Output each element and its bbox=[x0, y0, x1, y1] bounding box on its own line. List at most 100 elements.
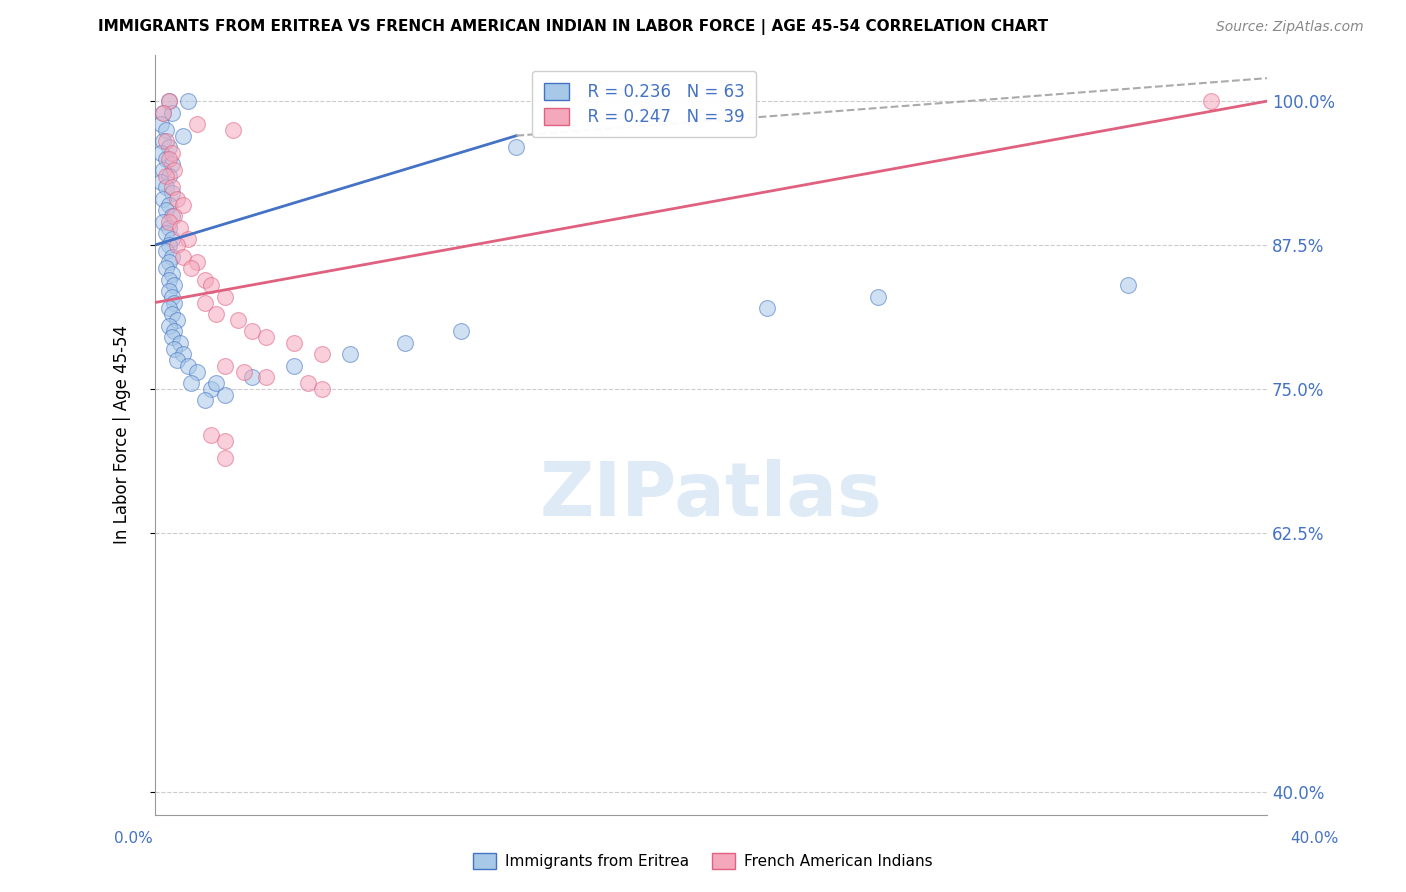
Point bbox=[152, 163, 174, 178]
Point bbox=[155, 135, 177, 149]
Point bbox=[157, 152, 180, 166]
Point bbox=[160, 209, 183, 223]
Y-axis label: In Labor Force | Age 45-54: In Labor Force | Age 45-54 bbox=[114, 326, 131, 544]
Point bbox=[172, 347, 194, 361]
Point bbox=[157, 140, 180, 154]
Point bbox=[160, 232, 183, 246]
Point bbox=[339, 347, 361, 361]
Point bbox=[394, 335, 416, 350]
Point bbox=[160, 157, 183, 171]
Point bbox=[160, 290, 183, 304]
Point bbox=[169, 335, 191, 350]
Point bbox=[177, 359, 200, 373]
Point bbox=[505, 140, 527, 154]
Point bbox=[311, 347, 333, 361]
Text: ZIPatlas: ZIPatlas bbox=[540, 459, 883, 533]
Text: Source: ZipAtlas.com: Source: ZipAtlas.com bbox=[1216, 21, 1364, 34]
Point bbox=[180, 260, 202, 275]
Point bbox=[163, 324, 186, 338]
Point bbox=[157, 301, 180, 316]
Point bbox=[166, 192, 188, 206]
Legend:   R = 0.236   N = 63,   R = 0.247   N = 39: R = 0.236 N = 63, R = 0.247 N = 39 bbox=[531, 71, 756, 137]
Point bbox=[157, 169, 180, 183]
Point bbox=[311, 382, 333, 396]
Point bbox=[157, 318, 180, 333]
Point bbox=[254, 330, 277, 344]
Text: 0.0%: 0.0% bbox=[114, 831, 153, 846]
Point bbox=[205, 307, 228, 321]
Point bbox=[866, 290, 889, 304]
Point bbox=[240, 324, 263, 338]
Point bbox=[200, 382, 222, 396]
Point bbox=[155, 244, 177, 258]
Point bbox=[186, 117, 208, 131]
Point bbox=[205, 376, 228, 390]
Point bbox=[157, 198, 180, 212]
Point bbox=[214, 290, 236, 304]
Point bbox=[194, 393, 217, 408]
Point bbox=[172, 250, 194, 264]
Text: IMMIGRANTS FROM ERITREA VS FRENCH AMERICAN INDIAN IN LABOR FORCE | AGE 45-54 COR: IMMIGRANTS FROM ERITREA VS FRENCH AMERIC… bbox=[98, 20, 1049, 35]
Point bbox=[283, 359, 305, 373]
Point bbox=[177, 232, 200, 246]
Point bbox=[152, 105, 174, 120]
Point bbox=[166, 353, 188, 368]
Point bbox=[194, 295, 217, 310]
Point bbox=[149, 145, 172, 160]
Point bbox=[233, 365, 256, 379]
Point bbox=[157, 272, 180, 286]
Point bbox=[157, 238, 180, 252]
Point bbox=[1116, 278, 1139, 293]
Point bbox=[160, 105, 183, 120]
Point bbox=[214, 359, 236, 373]
Legend: Immigrants from Eritrea, French American Indians: Immigrants from Eritrea, French American… bbox=[467, 847, 939, 875]
Point bbox=[160, 180, 183, 194]
Point bbox=[214, 434, 236, 448]
Point bbox=[240, 370, 263, 384]
Point bbox=[157, 284, 180, 298]
Point bbox=[194, 272, 217, 286]
Point bbox=[186, 255, 208, 269]
Point bbox=[160, 250, 183, 264]
Point bbox=[163, 163, 186, 178]
Point bbox=[166, 313, 188, 327]
Point bbox=[160, 307, 183, 321]
Point bbox=[172, 128, 194, 143]
Point bbox=[186, 365, 208, 379]
Point bbox=[177, 94, 200, 108]
Point bbox=[155, 260, 177, 275]
Point bbox=[155, 180, 177, 194]
Point bbox=[157, 255, 180, 269]
Point bbox=[157, 94, 180, 108]
Point bbox=[283, 335, 305, 350]
Point bbox=[200, 428, 222, 442]
Point bbox=[160, 145, 183, 160]
Point bbox=[755, 301, 778, 316]
Point bbox=[297, 376, 319, 390]
Point bbox=[172, 198, 194, 212]
Point bbox=[254, 370, 277, 384]
Point bbox=[155, 203, 177, 218]
Point bbox=[450, 324, 472, 338]
Point bbox=[155, 152, 177, 166]
Point bbox=[163, 209, 186, 223]
Point bbox=[160, 330, 183, 344]
Point bbox=[155, 123, 177, 137]
Point bbox=[1201, 94, 1223, 108]
Point bbox=[163, 295, 186, 310]
Point bbox=[214, 450, 236, 465]
Point bbox=[644, 94, 666, 108]
Point bbox=[214, 387, 236, 401]
Point bbox=[180, 376, 202, 390]
Point bbox=[152, 192, 174, 206]
Point bbox=[160, 186, 183, 201]
Point bbox=[155, 227, 177, 241]
Point bbox=[149, 175, 172, 189]
Point bbox=[157, 220, 180, 235]
Point bbox=[157, 215, 180, 229]
Point bbox=[155, 169, 177, 183]
Point bbox=[228, 313, 250, 327]
Point bbox=[152, 135, 174, 149]
Text: 40.0%: 40.0% bbox=[1291, 831, 1339, 846]
Point bbox=[166, 238, 188, 252]
